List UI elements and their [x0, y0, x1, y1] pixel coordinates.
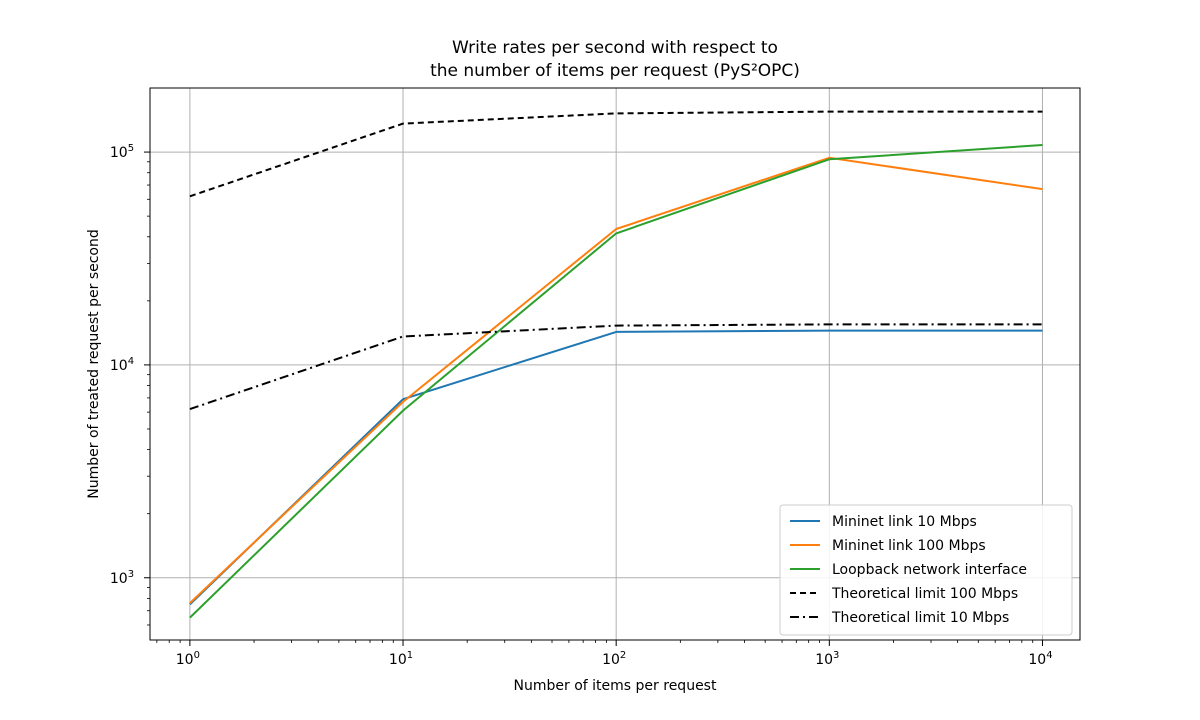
legend-label: Mininet link 100 Mbps: [832, 538, 986, 554]
series-line: [189, 323, 1043, 411]
legend-label: Theoretical limit 10 Mbps: [831, 610, 1009, 626]
series-line: [189, 110, 1043, 198]
legend-box: [779, 504, 1073, 636]
legend: Mininet link 10 Mbps Mininet link 100 Mbp…: [779, 504, 1073, 636]
x-axis-label: Number of items per request: [514, 678, 717, 694]
series-line: [189, 144, 1043, 619]
x-tick-label: 100: [176, 650, 200, 668]
x-tick-label: 101: [389, 650, 413, 668]
y-tick-label: 103: [110, 569, 134, 587]
x-tick-label: 103: [815, 650, 839, 668]
plot-frame: [149, 87, 1081, 641]
legend-label: Mininet link 10 Mbps: [832, 514, 977, 530]
axis-ticks: 100 101 102 103 104 103 104 105: [110, 143, 1053, 668]
series-group: [189, 110, 1043, 619]
legend-label: Loopback network interface: [832, 562, 1027, 578]
y-tick-label: 105: [110, 143, 134, 161]
chart-title-line-2: the number of items per request (PyS²OPC…: [430, 61, 800, 81]
series-line: [189, 156, 1043, 604]
x-tick-label: 104: [1028, 650, 1052, 668]
legend-label: Theoretical limit 100 Mbps: [831, 586, 1018, 602]
chart-title-line-1: Write rates per second with respect to: [452, 38, 778, 58]
x-tick-label: 102: [602, 650, 626, 668]
y-axis-label: Number of treated request per second: [86, 229, 102, 499]
y-tick-label: 104: [110, 356, 134, 374]
